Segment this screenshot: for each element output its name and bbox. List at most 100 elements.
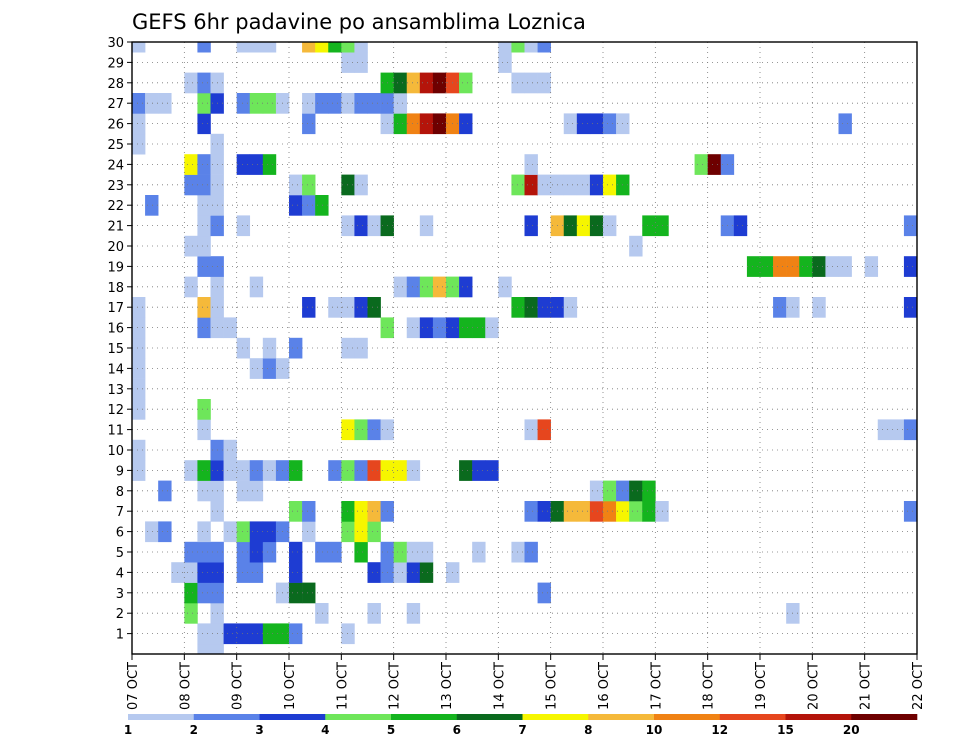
heatmap-cell: [315, 195, 329, 216]
y-tick-label: 26: [107, 118, 124, 133]
heatmap-cell: [459, 276, 473, 298]
legend-label: 10: [646, 723, 663, 737]
heatmap-cell: [589, 174, 604, 196]
x-axis: 07 OCT 08 OCT 09 OCT 10 OCT 11 OCT 12 OCT 13 O…: [126, 654, 926, 710]
heatmap-cell: [393, 93, 408, 114]
heatmap-cell: [459, 460, 473, 481]
x-tick-label: 08 OCT: [178, 662, 193, 710]
heatmap-cell: [302, 174, 316, 196]
heatmap-cell: [197, 195, 211, 216]
heatmap-cell: [158, 93, 172, 114]
heatmap-cell: [576, 174, 591, 196]
heatmap-cell: [563, 215, 578, 237]
heatmap-cell: [223, 317, 237, 339]
heatmap-cell: [354, 93, 368, 114]
heatmap-cell: [197, 541, 211, 563]
y-tick-label: 13: [107, 383, 124, 398]
y-tick-label: 6: [116, 526, 124, 541]
heatmap-cell: [537, 42, 551, 53]
heatmap-cell: [406, 276, 421, 298]
heatmap-cell: [576, 501, 591, 522]
heatmap-cell: [746, 256, 761, 277]
heatmap-cell: [524, 501, 538, 522]
heatmap-cell: [302, 93, 316, 114]
heatmap-cell: [406, 562, 421, 583]
heatmap-cell: [132, 337, 146, 359]
heatmap-cell: [289, 501, 303, 522]
y-tick-label: 16: [107, 322, 124, 337]
heatmap-cell: [354, 174, 368, 196]
legend-swatch: [522, 714, 589, 720]
heatmap-cell: [537, 174, 551, 196]
heatmap-cell: [236, 93, 251, 114]
heatmap-cell: [511, 297, 525, 318]
x-tick-label: 20 OCT: [806, 662, 821, 710]
heatmap-cell: [498, 276, 512, 298]
y-tick-label: 12: [107, 403, 124, 418]
x-tick-label: 17 OCT: [649, 662, 664, 710]
heatmap-cell: [262, 337, 277, 359]
heatmap-cell: [707, 154, 722, 175]
heatmap-cell: [197, 643, 211, 655]
heatmap-cell: [328, 93, 342, 114]
heatmap-cell: [236, 521, 251, 543]
heatmap-cell: [393, 72, 408, 94]
legend-label: 1: [124, 723, 132, 737]
heatmap-cell: [642, 501, 656, 522]
heatmap-cell: [354, 460, 368, 481]
heatmap-cell: [262, 623, 277, 645]
heatmap-cell: [576, 215, 591, 237]
heatmap-cell: [432, 276, 447, 298]
heatmap-cell: [419, 541, 434, 563]
heatmap-cell: [249, 480, 264, 502]
heatmap-cell: [459, 72, 473, 94]
heatmap-cell: [315, 42, 329, 53]
heatmap-cell: [367, 419, 381, 441]
heatmap-cell: [419, 317, 434, 339]
heatmap-cell: [589, 501, 604, 522]
heatmap-cell: [249, 42, 264, 53]
heatmap-cell: [511, 174, 525, 196]
heatmap-cell: [249, 358, 264, 379]
heatmap-cell: [524, 297, 538, 318]
heatmap-cell: [197, 256, 211, 277]
heatmap-cell: [393, 113, 408, 135]
heatmap-cell: [341, 419, 355, 441]
legend-label: 12: [711, 723, 728, 737]
heatmap-cell: [197, 582, 211, 604]
heatmap-cell: [210, 643, 224, 655]
legend-swatch: [193, 714, 260, 720]
heatmap-cell: [760, 256, 774, 277]
heatmap-cell: [459, 113, 473, 135]
heatmap-cell: [589, 113, 604, 135]
heatmap-cell: [537, 72, 551, 94]
x-tick-label: 10 OCT: [283, 662, 298, 710]
heatmap-cell: [223, 521, 237, 543]
heatmap-cell: [341, 337, 355, 359]
heatmap-cell: [524, 215, 538, 237]
x-tick-label: 19 OCT: [754, 662, 769, 710]
legend-label: 3: [255, 723, 263, 737]
heatmap-cell: [289, 582, 303, 604]
heatmap-cell: [262, 42, 277, 53]
heatmap-cell: [406, 603, 421, 624]
heatmap-cell: [302, 582, 316, 604]
heatmap-cell: [184, 235, 198, 257]
x-tick-label: 22 OCT: [911, 662, 926, 710]
heatmap-cell: [223, 623, 237, 645]
heatmap-cell: [249, 521, 264, 543]
y-tick-label: 4: [116, 566, 124, 581]
heatmap-cell: [472, 460, 486, 481]
heatmap-cell: [145, 195, 159, 216]
legend-label: 6: [453, 723, 461, 737]
heatmap-cell: [576, 113, 591, 135]
heatmap-cell: [302, 113, 316, 135]
y-tick-label: 1: [116, 628, 124, 643]
heatmap-cell: [354, 337, 368, 359]
y-tick-label: 5: [116, 546, 124, 561]
heatmap-cell: [367, 521, 381, 543]
legend-label: 8: [584, 723, 592, 737]
y-tick-label: 20: [107, 240, 124, 255]
heatmap-cell: [838, 256, 852, 277]
heatmap-cell: [354, 521, 368, 543]
